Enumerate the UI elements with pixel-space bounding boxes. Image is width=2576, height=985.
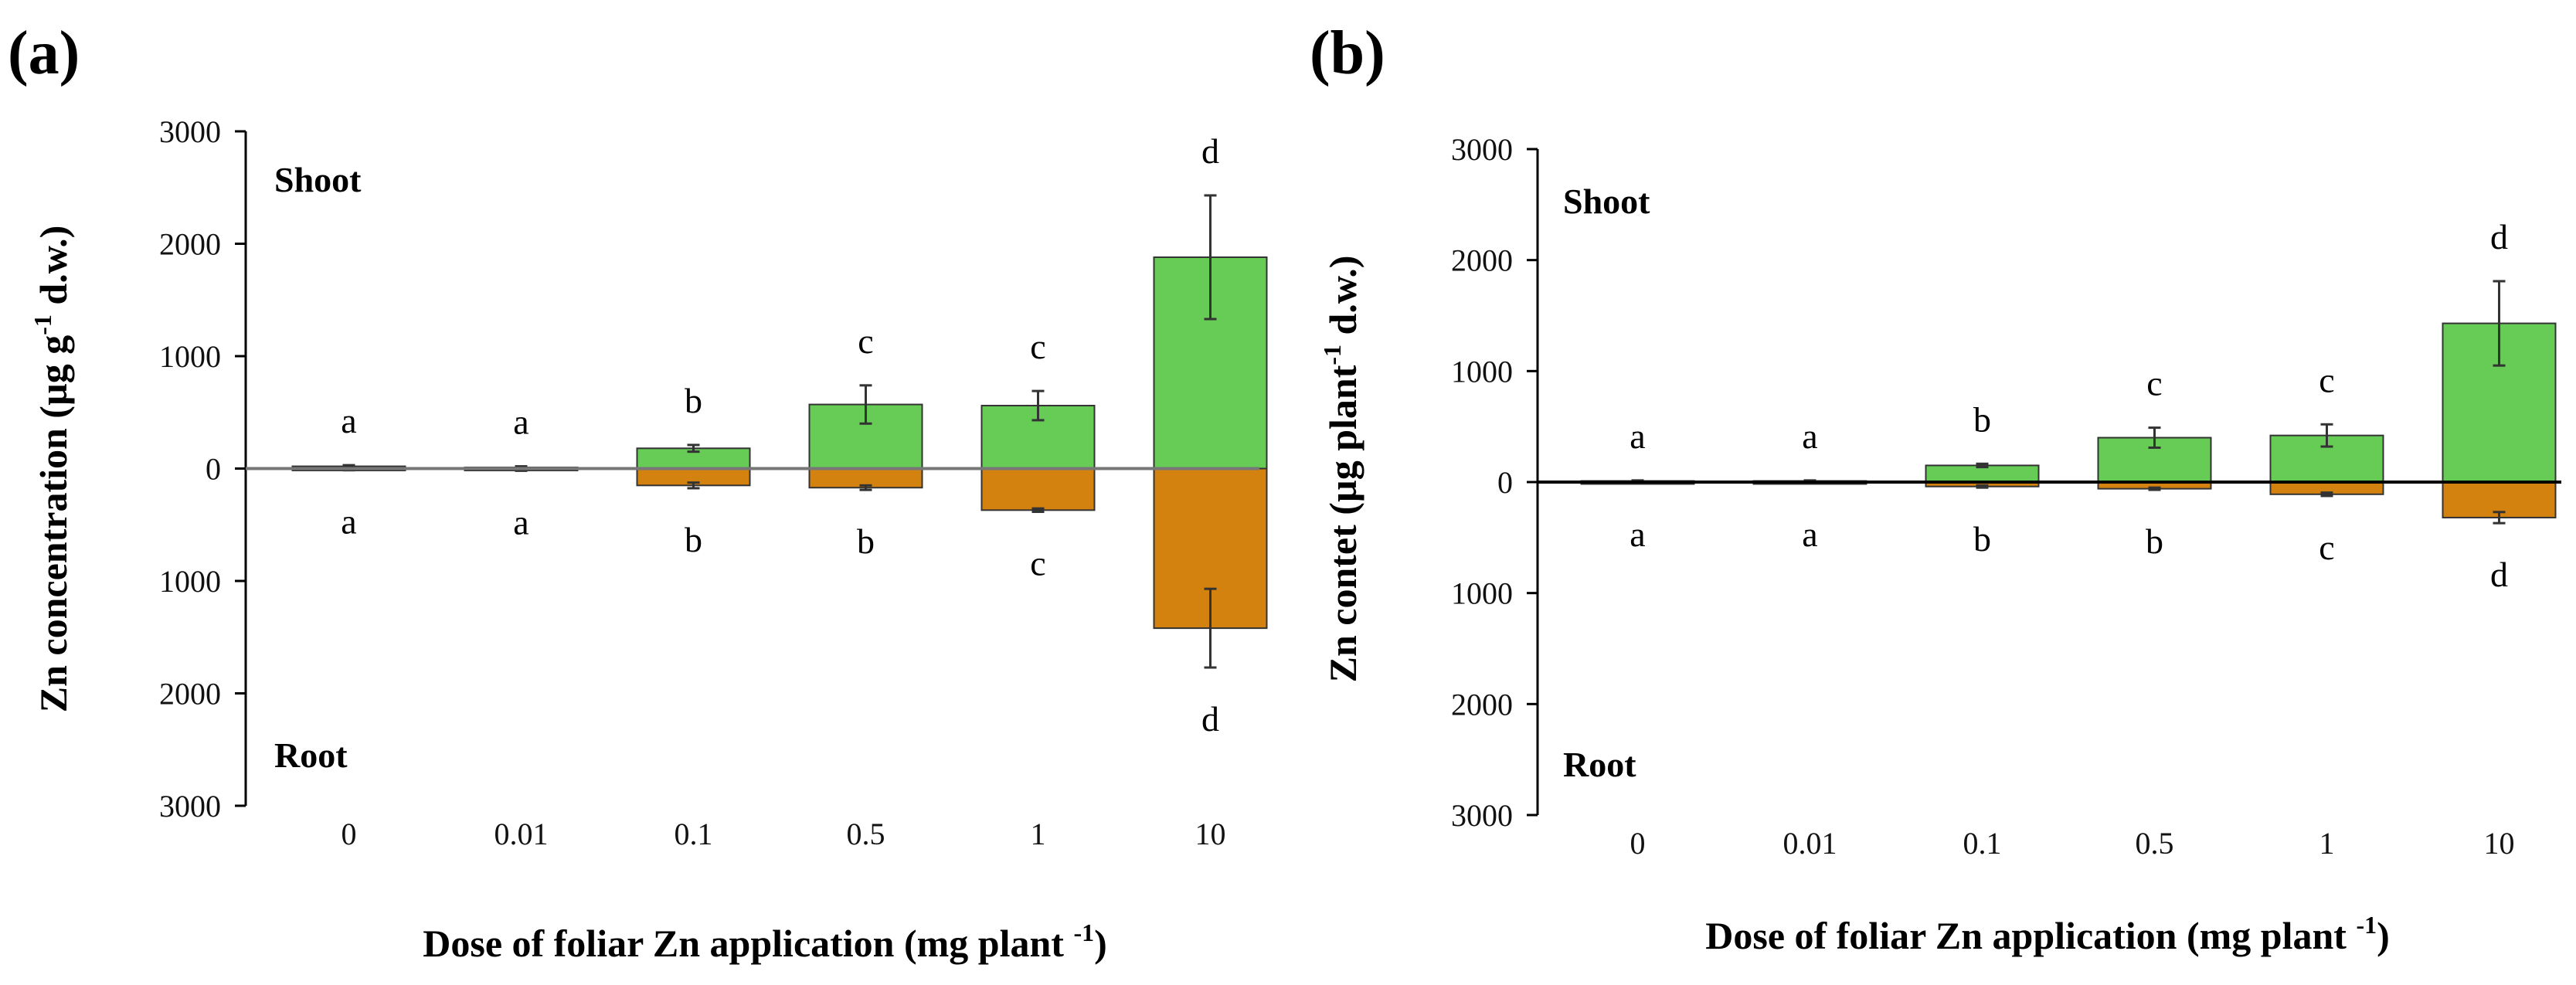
panel-label: (b)	[1310, 19, 1385, 87]
x-tick-label: 1	[2319, 826, 2335, 861]
y-tick-label: 2000	[159, 227, 221, 262]
y-axis-title: Zn concentration (µg g-1 d.w.)	[29, 226, 75, 712]
root-significance-letter: b	[685, 520, 702, 559]
x-axis-title: Dose of foliar Zn application (mg plant …	[1705, 911, 2390, 957]
x-tick-label: 0	[342, 817, 357, 851]
chart-panel-b: (b) 3000 2000 1000 0 1000 2000 3000 a a 0 a a 0.01 b b 0…	[1310, 19, 2561, 957]
y-tick-label: 0	[206, 452, 221, 487]
root-region-label: Root	[274, 735, 348, 775]
y-tick-label: 0	[1497, 465, 1513, 500]
x-tick-label: 0.5	[2136, 826, 2174, 861]
shoot-significance-letter: d	[1201, 131, 1219, 171]
y-tick-label: 2000	[1451, 687, 1513, 722]
shoot-significance-letter: c	[2319, 360, 2334, 399]
x-tick-label: 0.01	[1783, 826, 1837, 861]
shoot-significance-letter: d	[2490, 217, 2508, 256]
y-tick-label: 1000	[1451, 354, 1513, 389]
shoot-significance-letter: a	[1630, 416, 1645, 456]
y-tick-label: 3000	[1451, 132, 1513, 167]
root-significance-letter: a	[513, 502, 528, 542]
chart-panel-a: (a) 3000 2000 1000 0 1000 2000 3000 a a 0 a a 0.01 b b 0…	[8, 19, 1268, 965]
x-tick-label: 0.1	[675, 817, 713, 851]
root-significance-letter: b	[857, 521, 875, 561]
y-tick-label: 2000	[1451, 243, 1513, 278]
root-significance-letter: d	[1201, 699, 1219, 739]
y-tick-label: 3000	[1451, 798, 1513, 833]
shoot-significance-letter: a	[341, 401, 356, 440]
y-tick-label: 3000	[159, 114, 221, 149]
x-tick-label: 0.5	[847, 817, 885, 851]
root-significance-letter: b	[1973, 519, 1991, 559]
shoot-region-label: Shoot	[1563, 182, 1650, 221]
root-region-label: Root	[1563, 745, 1636, 784]
y-tick-label: 1000	[159, 339, 221, 374]
x-axis-title: Dose of foliar Zn application (mg plant …	[423, 919, 1107, 965]
y-tick-label: 2000	[159, 677, 221, 712]
shoot-significance-letter: a	[513, 402, 528, 442]
x-tick-label: 0.01	[494, 817, 549, 851]
x-tick-label: 0.1	[1963, 826, 2002, 861]
y-tick-label: 1000	[1451, 576, 1513, 611]
root-significance-letter: a	[341, 502, 356, 542]
shoot-significance-letter: c	[858, 321, 873, 361]
root-significance-letter: b	[2146, 521, 2163, 561]
root-significance-letter: c	[1030, 544, 1045, 583]
root-significance-letter: a	[1630, 515, 1645, 554]
root-significance-letter: a	[1802, 515, 1817, 554]
x-tick-label: 10	[1195, 817, 1226, 851]
shoot-significance-letter: b	[685, 381, 702, 420]
y-tick-label: 1000	[159, 564, 221, 599]
root-significance-letter: d	[2490, 555, 2508, 594]
y-tick-label: 3000	[159, 789, 221, 824]
x-tick-label: 0	[1630, 826, 1646, 861]
shoot-region-label: Shoot	[274, 160, 362, 199]
panel-label: (a)	[8, 19, 80, 87]
x-tick-label: 1	[1031, 817, 1046, 851]
shoot-significance-letter: b	[1973, 399, 1991, 439]
root-significance-letter: c	[2319, 528, 2334, 567]
shoot-significance-letter: c	[2146, 364, 2162, 403]
root-bar	[980, 467, 1096, 511]
shoot-significance-letter: c	[1030, 327, 1045, 366]
shoot-significance-letter: a	[1802, 416, 1817, 456]
y-axis-title: Zn contet (µg plant-1 d.w.)	[1318, 256, 1364, 683]
x-tick-label: 10	[2484, 826, 2515, 861]
